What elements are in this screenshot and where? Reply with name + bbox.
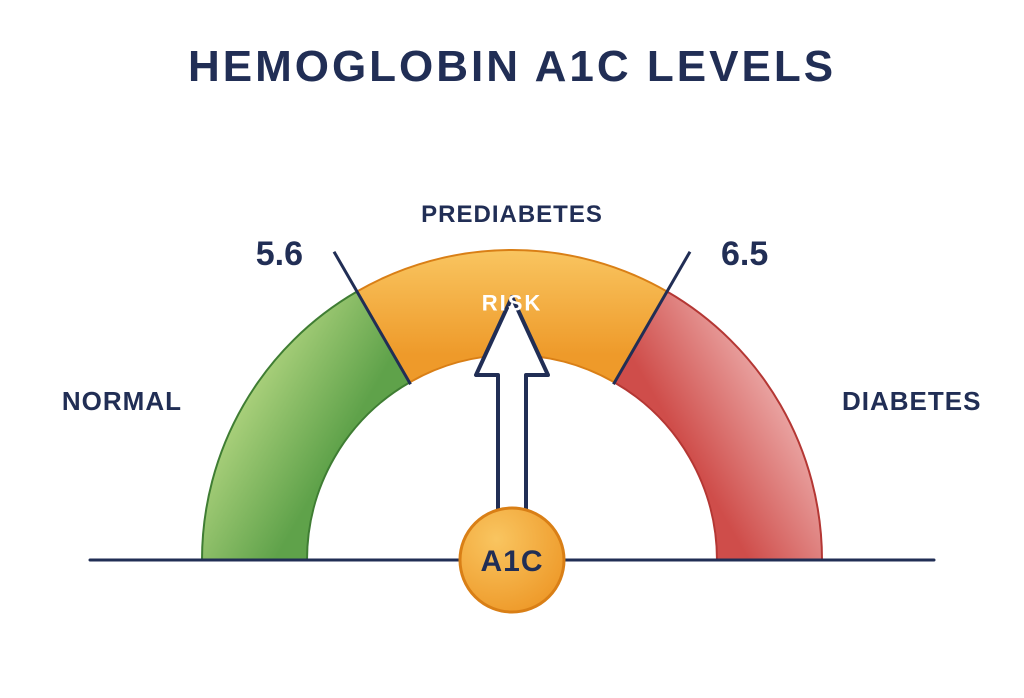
- hub-label: A1C: [480, 545, 543, 578]
- segment-normal: [202, 292, 410, 560]
- threshold-value: 5.6: [256, 235, 303, 273]
- label-risk: RISK: [482, 291, 543, 316]
- segment-diabetes: [615, 292, 823, 560]
- threshold-value: 6.5: [721, 235, 768, 273]
- label-prediabetes: PREDIABETES: [421, 201, 603, 228]
- a1c-gauge: A1C 5.6 6.5 NORMAL DIABETES PREDIABETES RISK: [0, 0, 1024, 698]
- label-normal: NORMAL: [62, 386, 182, 416]
- label-diabetes: DIABETES: [842, 386, 981, 416]
- gauge-hub: A1C: [460, 508, 564, 612]
